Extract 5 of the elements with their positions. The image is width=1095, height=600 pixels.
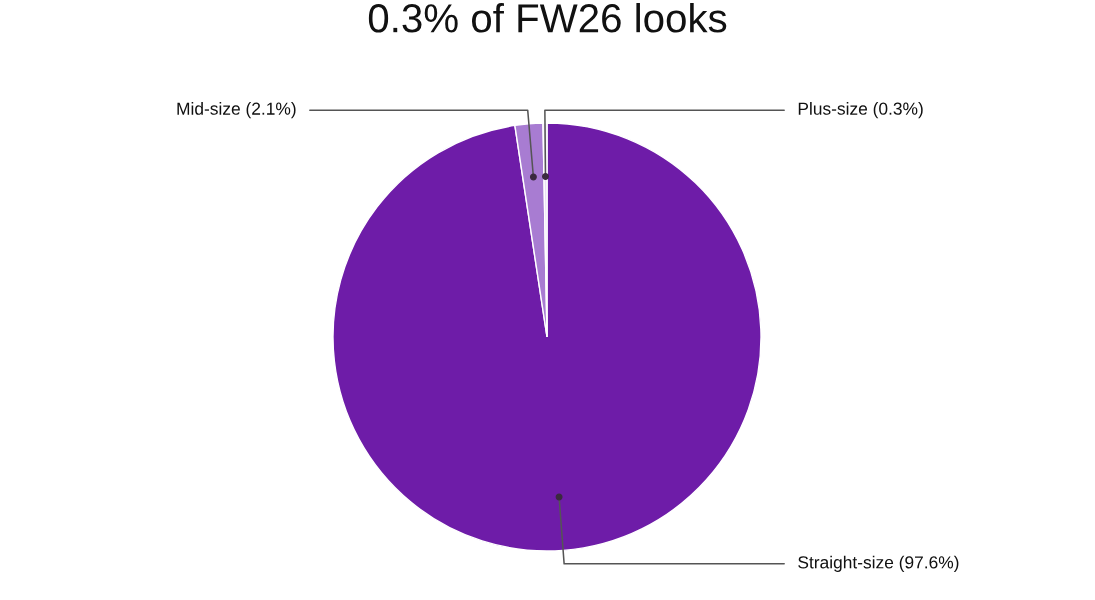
slice-label: Plus-size (0.3%) xyxy=(798,102,923,119)
slice-label: Straight-size (97.6%) xyxy=(798,555,959,572)
chart-title: 0.3% of FW26 looks xyxy=(368,3,727,33)
pie-slice xyxy=(332,122,762,552)
slice-label: Mid-size (2.1%) xyxy=(177,102,296,119)
